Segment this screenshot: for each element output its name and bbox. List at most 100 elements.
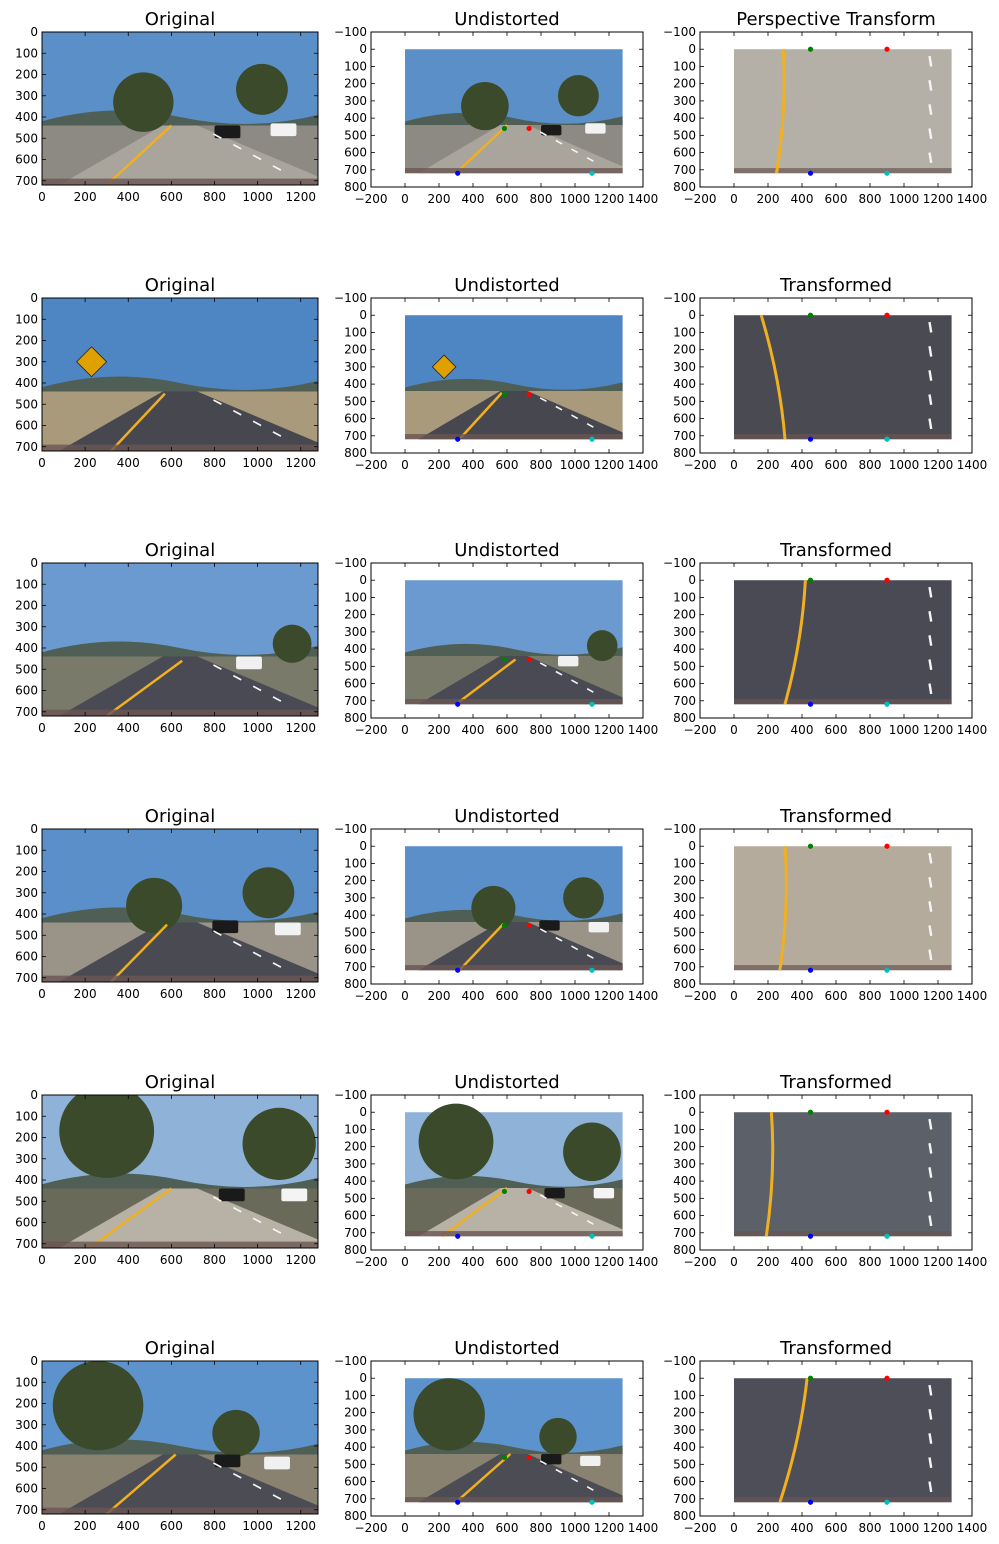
- x-tick-label: 0: [401, 1255, 409, 1269]
- x-tick-label: 800: [203, 190, 226, 204]
- car-hood: [42, 1507, 318, 1514]
- white-lane-dash: [252, 420, 262, 427]
- x-tick-label: 200: [74, 721, 97, 735]
- x-tick-label: 600: [496, 458, 519, 472]
- y-tick-label: −100: [663, 25, 696, 39]
- x-tick-label: 400: [462, 723, 485, 737]
- yellow-lane-line: [105, 1453, 177, 1514]
- white-lane-dash: [252, 685, 262, 692]
- y-tick-label: 100: [344, 325, 367, 339]
- sky: [405, 580, 623, 656]
- car: [580, 1455, 601, 1467]
- axes-r3-c0: 0 200 400 600 800 1000 1200 0 100 200 300 400 500 600…: [15, 806, 319, 1001]
- car: [281, 1188, 308, 1202]
- x-tick-label: 1200: [285, 190, 316, 204]
- warped-white-dash: [928, 1481, 933, 1493]
- x-tick-label: 400: [117, 1253, 140, 1267]
- x-tick-label: 600: [825, 458, 848, 472]
- warped-white-dash: [928, 1215, 933, 1227]
- x-tick-label: 200: [757, 458, 780, 472]
- x-tick-label: 200: [74, 190, 97, 204]
- y-tick-label: 300: [15, 355, 38, 369]
- marker-point-0: [501, 656, 508, 663]
- warped-white-dash: [928, 55, 933, 67]
- x-tick-label: 600: [160, 456, 183, 470]
- axes-frame: [41, 1360, 319, 1515]
- y-tick-label: 0: [688, 1105, 696, 1119]
- white-lane-dash: [555, 936, 563, 942]
- car: [274, 922, 301, 936]
- sky: [405, 315, 623, 391]
- white-lane-dash: [539, 662, 547, 668]
- warped-road: [734, 580, 952, 705]
- y-tick-label: 100: [673, 325, 696, 339]
- car-hood: [405, 699, 623, 705]
- y-tick-label: 500: [15, 1194, 38, 1208]
- warped-white-dash: [928, 1457, 933, 1468]
- car-hood: [42, 975, 318, 982]
- hills: [405, 1175, 623, 1190]
- x-tick-label: 1000: [889, 458, 920, 472]
- warped-white-dash: [928, 346, 933, 357]
- y-tick-label: 300: [15, 620, 38, 634]
- y-tick-label: 200: [344, 1406, 367, 1420]
- y-tick-label: 700: [344, 960, 367, 974]
- y-tick-label: 500: [15, 131, 38, 145]
- marker-point-0: [501, 922, 508, 929]
- y-tick-label: 300: [344, 891, 367, 905]
- white-lane-dash: [539, 131, 547, 137]
- y-tick-label: 600: [15, 1216, 38, 1230]
- tree: [212, 1409, 260, 1457]
- yellow-lane-line: [441, 1186, 508, 1238]
- marker-point-1: [526, 922, 532, 929]
- y-tick-label: 300: [673, 1423, 696, 1437]
- y-tick-label: 500: [15, 928, 38, 942]
- x-tick-label: 600: [496, 989, 519, 1003]
- car: [544, 1188, 565, 1199]
- x-tick-label: 400: [117, 721, 140, 735]
- white-lane-dash: [213, 664, 222, 670]
- x-tick-label: 600: [160, 1519, 183, 1533]
- marker-point-1: [884, 46, 890, 52]
- x-tick-label: 400: [791, 723, 814, 737]
- x-tick-label: 600: [496, 723, 519, 737]
- marker-point-0: [807, 1375, 814, 1381]
- axes-title: Undistorted: [454, 9, 559, 30]
- axes-title: Transformed: [779, 540, 892, 561]
- x-tick-label: 800: [859, 1255, 882, 1269]
- x-tick-label: 1000: [242, 987, 273, 1001]
- x-tick-label: −200: [684, 192, 717, 206]
- x-tick-label: −200: [684, 1521, 717, 1535]
- marker-point-3: [589, 1233, 595, 1239]
- white-lane-dash: [586, 1486, 594, 1491]
- x-tick-label: 200: [74, 1519, 97, 1533]
- car-hood: [42, 444, 318, 451]
- marker-point-2: [455, 967, 461, 973]
- x-tick-label: 0: [38, 721, 46, 735]
- x-tick-label: 0: [730, 458, 738, 472]
- hills: [42, 641, 318, 659]
- image-area: [405, 49, 623, 176]
- y-tick-label: 0: [30, 556, 38, 570]
- y-tick-label: 200: [344, 1140, 367, 1154]
- y-tick-label: 500: [673, 1191, 696, 1205]
- warped-road: [734, 846, 952, 971]
- marker-point-3: [884, 701, 890, 707]
- marker-point-0: [807, 312, 814, 318]
- x-tick-label: 0: [38, 1253, 46, 1267]
- x-tick-label: 400: [462, 1255, 485, 1269]
- car-hood: [42, 178, 318, 185]
- warped-white-dash: [928, 611, 933, 622]
- y-tick-label: 700: [344, 1492, 367, 1506]
- car: [218, 1188, 245, 1202]
- axes-r2-c2: −200 0 200 400 600 800 1000 1200 1400 −100 0 100 200…: [663, 540, 987, 737]
- car-hood: [734, 699, 952, 705]
- x-tick-label: 0: [730, 192, 738, 206]
- y-tick-label: 200: [15, 334, 38, 348]
- warped-yellow-line: [775, 49, 786, 174]
- y-tick-label: 700: [673, 694, 696, 708]
- x-tick-label: 800: [859, 989, 882, 1003]
- y-tick-label: 400: [344, 1174, 367, 1188]
- x-tick-label: 200: [428, 192, 451, 206]
- y-tick-label: 400: [344, 642, 367, 656]
